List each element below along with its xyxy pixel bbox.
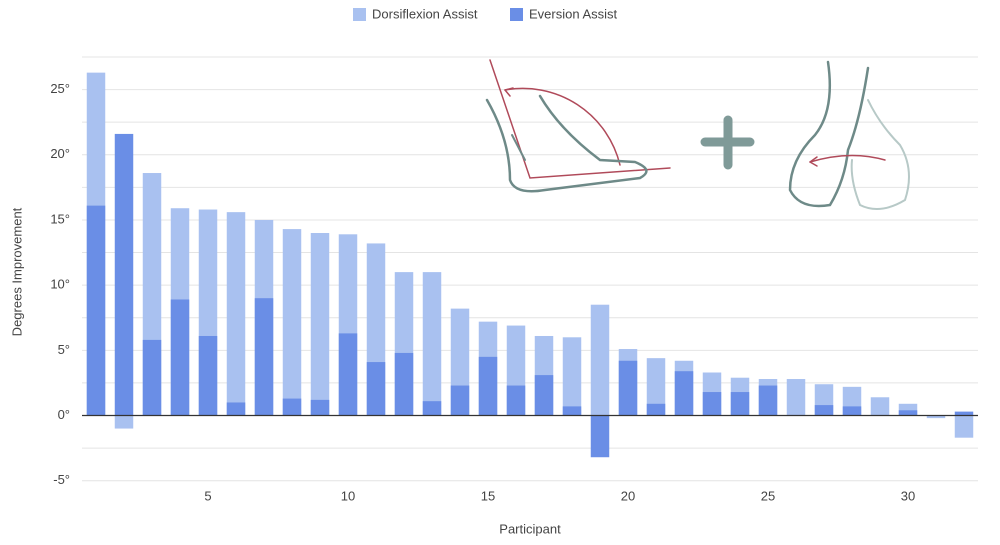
bar [926, 415, 946, 419]
y-tick-label: 25° [50, 81, 70, 96]
bar [590, 304, 610, 416]
legend-swatch [353, 8, 366, 21]
bar [226, 402, 246, 416]
bar [730, 392, 750, 416]
bar [870, 397, 890, 416]
bar [142, 339, 162, 416]
bar [394, 352, 414, 416]
y-tick-label: 10° [50, 277, 70, 292]
y-tick-label: 5° [58, 342, 70, 357]
bar [674, 371, 694, 416]
bar [114, 133, 134, 416]
bar [310, 399, 330, 416]
x-tick-label: 20 [621, 488, 635, 503]
bar [170, 299, 190, 416]
x-tick-label: 5 [204, 488, 211, 503]
x-tick-label: 15 [481, 488, 495, 503]
legend-label: Dorsiflexion Assist [372, 6, 478, 21]
bar [954, 415, 974, 438]
x-tick-label: 30 [901, 488, 915, 503]
x-tick-label: 25 [761, 488, 775, 503]
bar [310, 233, 330, 416]
bar [422, 401, 442, 416]
bar [478, 356, 498, 416]
bar [534, 375, 554, 416]
bar [814, 405, 834, 416]
bar [590, 415, 610, 458]
bar [114, 415, 134, 429]
bar [282, 229, 302, 416]
bar [562, 337, 582, 416]
plot [82, 72, 978, 458]
y-tick-label: 15° [50, 211, 70, 226]
bar [450, 385, 470, 416]
bar [646, 358, 666, 416]
legend-swatch [510, 8, 523, 21]
bar [842, 406, 862, 416]
bar [86, 205, 106, 416]
bar [786, 379, 806, 416]
x-axis-label: Participant [499, 521, 561, 536]
bar [254, 298, 274, 416]
legend: Dorsiflexion Assist Eversion Assist [353, 6, 618, 21]
bar [702, 392, 722, 416]
bar [198, 335, 218, 416]
x-tick-label: 10 [341, 488, 355, 503]
y-axis-label: Degrees Improvement [9, 207, 24, 336]
bar [618, 360, 638, 416]
legend-label: Eversion Assist [529, 6, 618, 21]
bar [954, 411, 974, 416]
bar [422, 272, 442, 416]
bar [898, 403, 918, 416]
bar [646, 403, 666, 416]
y-tick-label: 0° [58, 407, 70, 422]
bar [898, 410, 918, 416]
y-tick-label: -5° [53, 472, 70, 487]
bar [562, 406, 582, 416]
bar [226, 212, 246, 416]
bar [366, 362, 386, 416]
bar [506, 385, 526, 416]
y-tick-label: 20° [50, 146, 70, 161]
bar [338, 333, 358, 416]
bar [758, 385, 778, 416]
bar [282, 398, 302, 416]
illustration [485, 59, 910, 210]
